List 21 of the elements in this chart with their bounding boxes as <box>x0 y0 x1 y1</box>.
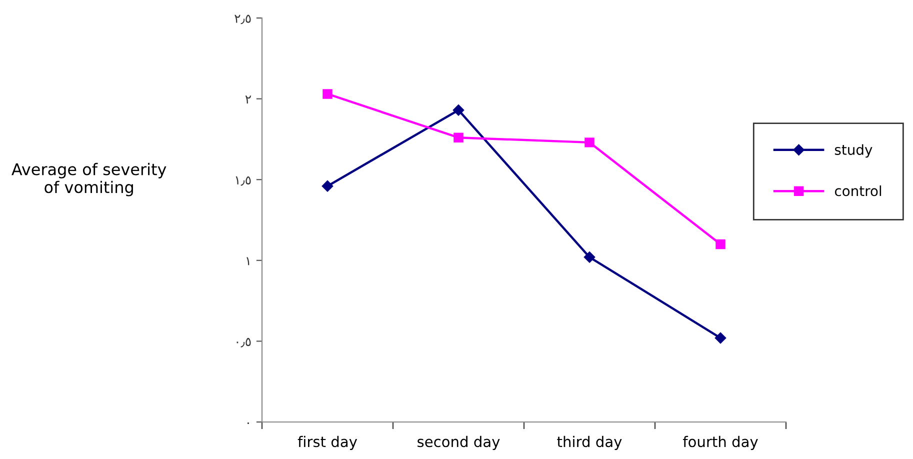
y-tick-label: ٠٫٥ <box>236 338 251 348</box>
point <box>714 332 726 344</box>
x-tick-label: first day <box>298 436 358 450</box>
y-tick-label: ٠ <box>248 422 249 424</box>
legend-label: control <box>834 185 882 196</box>
point <box>716 239 726 250</box>
point <box>322 180 334 192</box>
point <box>322 89 332 99</box>
x-tick-label: third day <box>557 436 622 450</box>
point <box>452 104 464 116</box>
y-axis-title: Average of severity of vomiting <box>12 162 166 196</box>
x-tick-label: second day <box>418 436 500 450</box>
legend-label: study <box>834 144 872 158</box>
point <box>454 132 464 142</box>
x-tick-label: fourth day <box>682 436 758 450</box>
point <box>584 252 596 263</box>
y-tick-label: ٢٫٥ <box>234 14 251 24</box>
y-tick-label: ١ <box>246 257 250 266</box>
y-tick-label: ٢ <box>245 96 252 104</box>
point <box>584 138 594 148</box>
y-tick-label: ١٫٥ <box>236 176 251 186</box>
